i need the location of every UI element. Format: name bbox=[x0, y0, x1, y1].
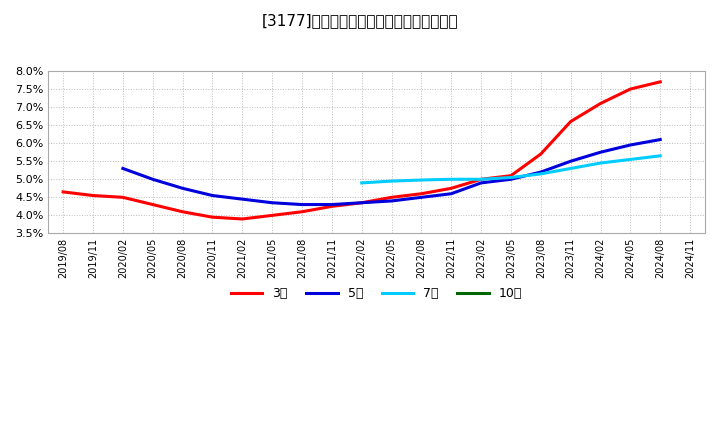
Text: [3177]　経常利益マージンの平均値の推移: [3177] 経常利益マージンの平均値の推移 bbox=[261, 13, 459, 28]
Legend: 3年, 5年, 7年, 10年: 3年, 5年, 7年, 10年 bbox=[226, 282, 527, 305]
